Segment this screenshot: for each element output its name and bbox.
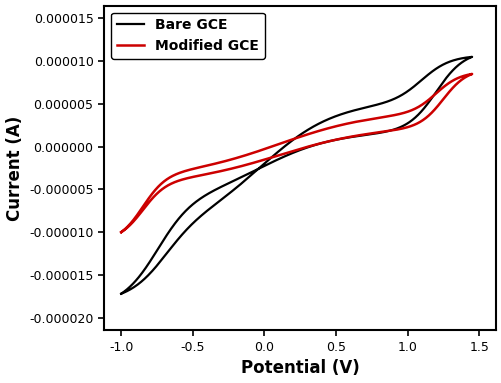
Modified GCE (422, 116, 428, 120)
Line: Modified GCE: Modified GCE (121, 74, 471, 232)
Bare GCE (435, 64, 441, 69)
Bare GCE (211, 188, 217, 193)
Modified GCE (236, 164, 242, 169)
X-axis label: Potential (V): Potential (V) (240, 359, 359, 377)
Modified GCE (354, 133, 360, 138)
Line: Bare GCE: Bare GCE (121, 57, 471, 294)
Modified GCE (468, 72, 474, 76)
Legend: Bare GCE, Modified GCE: Bare GCE, Modified GCE (111, 13, 265, 59)
Bare GCE (354, 134, 360, 138)
Modified GCE (211, 170, 217, 175)
Bare GCE (422, 104, 428, 108)
Bare GCE (118, 291, 124, 296)
Modified GCE (435, 88, 441, 93)
Modified GCE (118, 230, 124, 234)
Bare GCE (118, 291, 124, 296)
Bare GCE (450, 58, 456, 62)
Y-axis label: Current (A): Current (A) (6, 115, 24, 221)
Bare GCE (468, 54, 474, 59)
Bare GCE (236, 176, 242, 180)
Modified GCE (450, 78, 456, 82)
Modified GCE (118, 230, 124, 234)
